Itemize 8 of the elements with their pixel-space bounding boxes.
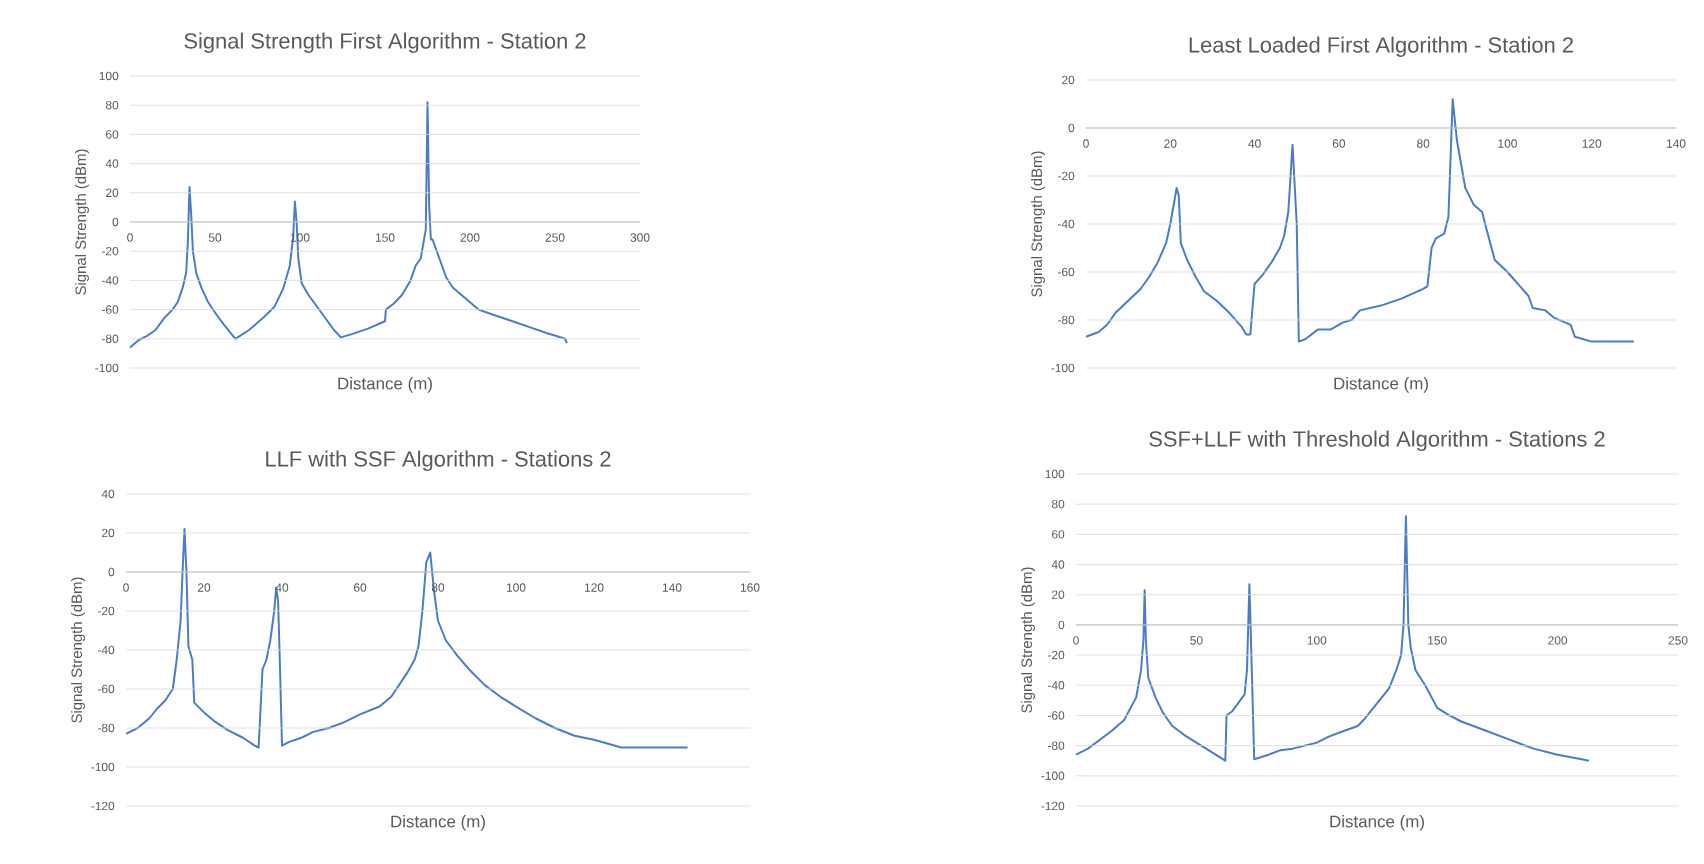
x-axis-title: Distance (m) [338,377,432,393]
chart-title: Signal Strength First Algorithm - Station 2 [184,32,586,53]
x-axis-title: Distance (m) [1334,377,1428,393]
x-axis-title: Distance (m) [391,815,485,831]
chart-title: LLF with SSF Algorithm - Stations 2 [266,450,611,471]
x-axis-title: Distance (m) [1330,815,1424,831]
chart-title: Least Loaded First Algorithm - Station 2 [1189,36,1573,57]
chart-title: SSF+LLF with Threshold Algorithm - Stations 2 [1149,430,1605,451]
